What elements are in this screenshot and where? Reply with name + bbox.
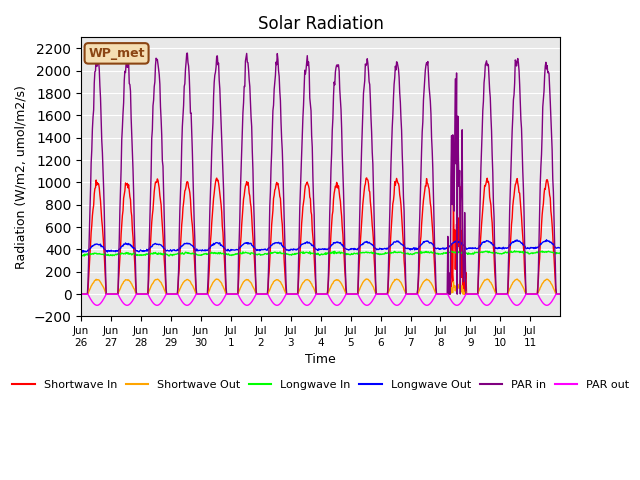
Shortwave Out	[556, 291, 564, 297]
Line: Longwave In: Longwave In	[81, 251, 560, 256]
Legend: Shortwave In, Shortwave Out, Longwave In, Longwave Out, PAR in, PAR out: Shortwave In, Shortwave Out, Longwave In…	[8, 376, 634, 395]
PAR in	[556, 291, 564, 297]
Shortwave Out	[363, 276, 371, 282]
PAR out	[264, 291, 272, 297]
Shortwave Out	[221, 289, 229, 295]
PAR in	[134, 291, 142, 297]
Shortwave In	[77, 291, 85, 297]
PAR out	[222, 291, 230, 297]
Longwave In	[222, 252, 230, 257]
Longwave In	[81, 253, 88, 259]
PAR out	[93, 302, 100, 308]
Longwave Out	[397, 241, 405, 247]
Longwave In	[246, 251, 253, 257]
PAR out	[397, 300, 405, 306]
Longwave Out	[543, 237, 550, 243]
Shortwave Out	[371, 287, 378, 292]
Line: Shortwave Out: Shortwave Out	[81, 279, 560, 294]
Longwave Out	[371, 244, 378, 250]
Shortwave In	[397, 202, 405, 208]
Longwave In	[556, 251, 564, 257]
Longwave In	[264, 251, 272, 256]
Longwave In	[77, 252, 85, 258]
PAR out	[556, 291, 564, 297]
Shortwave Out	[245, 278, 253, 284]
Longwave Out	[222, 247, 230, 253]
PAR in	[264, 285, 272, 290]
Longwave In	[397, 249, 405, 255]
Text: WP_met: WP_met	[88, 47, 145, 60]
PAR out	[246, 301, 253, 307]
PAR in	[246, 84, 253, 89]
Longwave Out	[134, 248, 142, 254]
Longwave Out	[77, 249, 85, 254]
Line: PAR out: PAR out	[81, 294, 560, 305]
PAR out	[77, 291, 85, 297]
Title: Solar Radiation: Solar Radiation	[258, 15, 383, 33]
Shortwave In	[134, 291, 141, 297]
PAR in	[92, 49, 100, 55]
Shortwave In	[556, 291, 564, 297]
PAR in	[222, 285, 230, 290]
Longwave In	[134, 252, 142, 258]
PAR in	[371, 210, 378, 216]
PAR out	[371, 295, 378, 300]
Longwave Out	[246, 241, 253, 247]
Longwave Out	[264, 246, 272, 252]
PAR in	[77, 291, 85, 297]
Longwave In	[511, 248, 518, 253]
PAR in	[397, 115, 405, 121]
Shortwave In	[245, 190, 253, 196]
Shortwave Out	[134, 291, 141, 297]
Shortwave Out	[397, 280, 405, 286]
Line: Shortwave In: Shortwave In	[81, 178, 560, 294]
PAR out	[134, 291, 142, 297]
Longwave Out	[556, 245, 564, 251]
Shortwave In	[371, 255, 378, 261]
Y-axis label: Radiation (W/m2, umol/m2/s): Radiation (W/m2, umol/m2/s)	[15, 85, 28, 269]
Shortwave In	[264, 291, 271, 297]
Shortwave In	[363, 175, 371, 181]
Line: PAR in: PAR in	[81, 52, 560, 294]
Shortwave Out	[77, 291, 85, 297]
Line: Longwave Out: Longwave Out	[81, 240, 560, 252]
Longwave In	[371, 250, 378, 256]
Shortwave In	[221, 276, 229, 282]
Shortwave Out	[264, 291, 271, 297]
Longwave Out	[79, 249, 86, 255]
X-axis label: Time: Time	[305, 353, 336, 366]
